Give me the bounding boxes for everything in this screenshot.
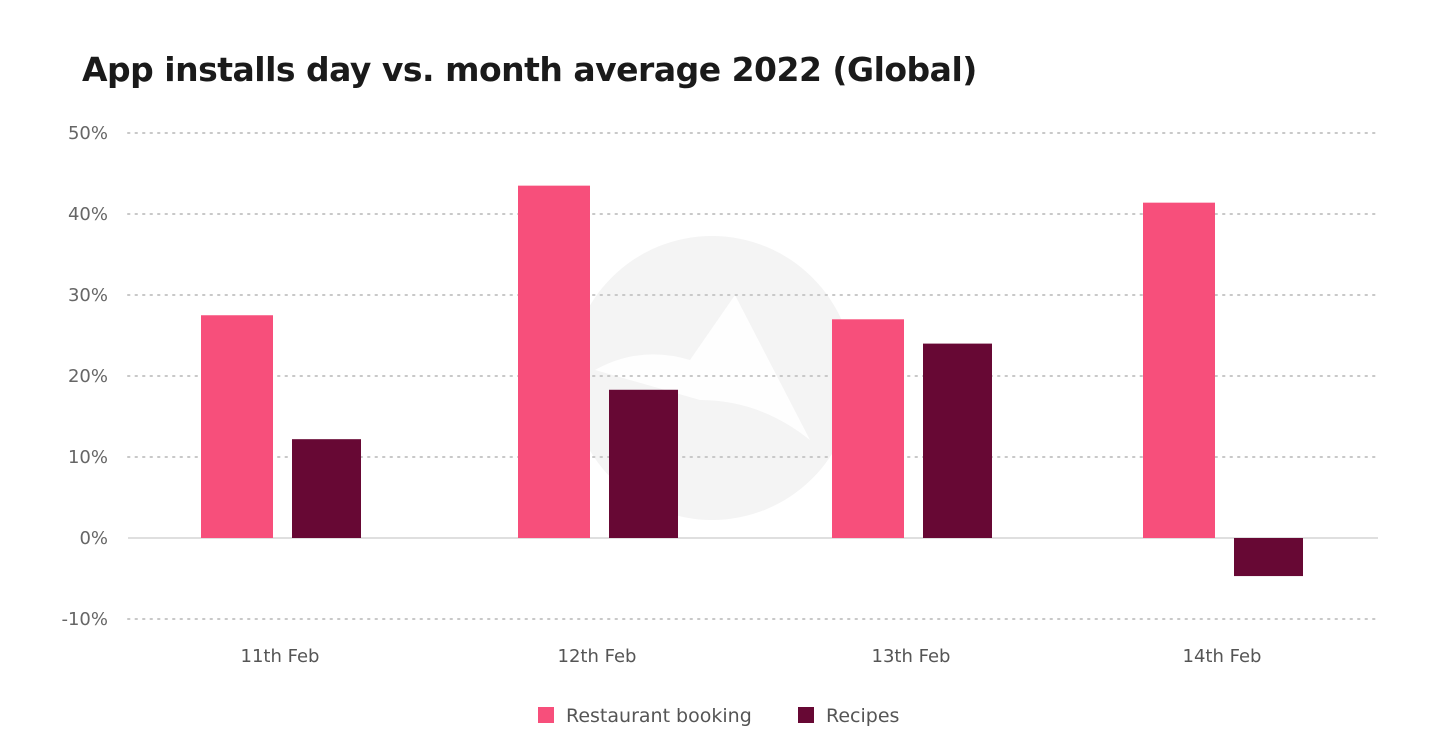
legend-label: Restaurant booking bbox=[566, 705, 752, 727]
y-tick-label: 0% bbox=[79, 528, 108, 549]
x-tick-label: 11th Feb bbox=[241, 646, 320, 667]
y-tick-label: 10% bbox=[68, 447, 108, 468]
legend-swatch bbox=[798, 707, 814, 723]
bar-recipes bbox=[923, 343, 992, 538]
bar-restaurant-booking bbox=[518, 185, 590, 538]
y-tick-label: 50% bbox=[68, 123, 108, 144]
bar-recipes bbox=[609, 389, 678, 538]
y-tick-label: 40% bbox=[68, 204, 108, 225]
legend-swatch bbox=[538, 707, 554, 723]
x-tick-label: 13th Feb bbox=[872, 646, 951, 667]
x-tick-label: 12th Feb bbox=[558, 646, 637, 667]
x-tick-label: 14th Feb bbox=[1183, 646, 1262, 667]
y-tick-label: 30% bbox=[68, 285, 108, 306]
bar-restaurant-booking bbox=[832, 319, 904, 538]
y-tick-label: 20% bbox=[68, 366, 108, 387]
bar-restaurant-booking bbox=[1143, 202, 1215, 538]
bar-restaurant-booking bbox=[201, 315, 273, 538]
legend-label: Recipes bbox=[826, 705, 899, 727]
y-tick-label: -10% bbox=[61, 609, 108, 630]
bar-recipes bbox=[292, 439, 361, 538]
bar-recipes bbox=[1234, 538, 1303, 577]
chart-title: App installs day vs. month average 2022 … bbox=[82, 50, 977, 89]
